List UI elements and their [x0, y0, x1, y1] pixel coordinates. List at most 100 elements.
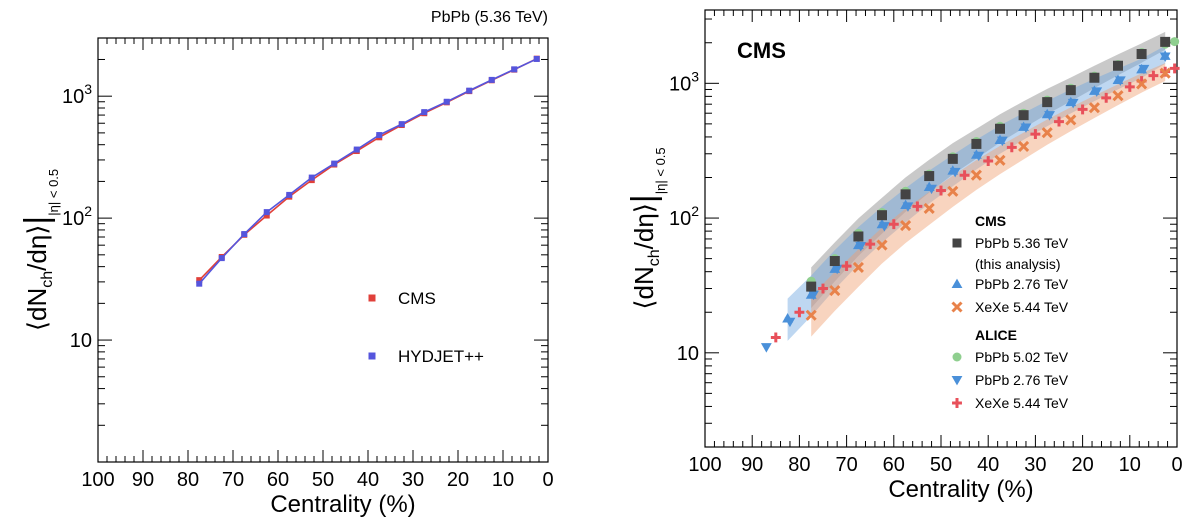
- data-point-hydjet: [533, 55, 540, 62]
- data-point-cms-pbpb-5-36-tev: [806, 281, 817, 292]
- legend-label-alice-pbpb-5-02-tev: PbPb 5.02 TeV: [975, 349, 1069, 365]
- data-point-hydjet: [376, 132, 383, 139]
- data-point-cms-xexe-5-44-tev: [900, 219, 912, 232]
- data-point-alice-xexe-5-44-tev: [1077, 104, 1088, 115]
- data-point-hydjet: [218, 255, 225, 262]
- data-point-hydjet: [443, 98, 450, 105]
- data-point-cms-pbpb-2-76-tev: [1159, 50, 1171, 60]
- data-point-cms-pbpb-5-36-tev: [1042, 97, 1053, 108]
- data-point-cms-pbpb-5-36-tev: [877, 210, 887, 221]
- legend-marker-cms-pbpb-2-76-tev: [951, 278, 963, 289]
- x-tick-label: 70: [222, 469, 244, 491]
- data-point-cms-pbpb-5-36-tev: [995, 123, 1005, 134]
- data-point-alice-xexe-5-44-tev: [888, 219, 899, 230]
- left-plot-frame: [97, 37, 549, 463]
- data-point-cms-xexe-5-44-tev: [1018, 140, 1030, 153]
- legend-marker-alice-pbpb-2-76-tev: [951, 375, 963, 386]
- data-point-cms-xexe-5-44-tev: [1065, 114, 1077, 126]
- legend-group-alice: ALICE: [975, 327, 1017, 343]
- data-point-cms-pbpb-2-76-tev: [805, 289, 817, 299]
- data-point-cms-pbpb-5-36-tev: [1018, 110, 1029, 121]
- x-tick-label: 40: [977, 454, 999, 476]
- legend-label-cms: CMS: [398, 289, 436, 308]
- data-point-cms-xexe-5-44-tev: [1088, 102, 1100, 114]
- data-point-alice-xexe-5-44-tev: [1030, 129, 1041, 140]
- legend-label-cms-pbpb-5-36-tev: PbPb 5.36 TeV: [975, 235, 1069, 251]
- data-point-cms-pbpb-5-36-tev: [853, 231, 864, 242]
- data-point-cms-xexe-5-44-tev: [1159, 67, 1171, 79]
- data-point-alice-pbpb-2-76-tev: [760, 343, 772, 353]
- left-x-axis-title: Centrality (%): [270, 491, 415, 518]
- legend-label-alice-xexe-5-44-tev: XeXe 5.44 TeV: [975, 395, 1069, 411]
- x-tick-label: 20: [1071, 454, 1093, 476]
- y-tick-label: 10: [677, 343, 699, 365]
- data-point-alice-xexe-5-44-tev: [794, 307, 805, 318]
- x-tick-label: 50: [312, 469, 334, 491]
- data-point-cms-pbpb-2-76-tev: [1112, 74, 1124, 84]
- x-tick-label: 10: [492, 469, 514, 491]
- series-line-cms: [198, 57, 538, 281]
- x-tick-label: 40: [357, 469, 379, 491]
- data-point-alice-xexe-5-44-tev: [1006, 142, 1017, 153]
- data-point-cms-xexe-5-44-tev: [994, 154, 1006, 166]
- data-point-cms-pbpb-5-36-tev: [1113, 60, 1123, 71]
- data-point-alice-xexe-5-44-tev: [1169, 63, 1180, 74]
- right-legend: CMS PbPb 5.36 TeV (this analysis) PbPb 2.76…: [951, 213, 1069, 411]
- data-point-cms-pbpb-5-36-tev: [971, 138, 982, 149]
- data-point-alice-xexe-5-44-tev: [1148, 70, 1159, 81]
- data-point-cms-pbpb-2-76-tev: [829, 263, 841, 273]
- x-tick-label: 90: [132, 469, 154, 491]
- data-point-hydjet: [466, 87, 473, 94]
- y-tick-label: 10: [70, 330, 92, 352]
- data-point-cms-pbpb-5-36-tev: [900, 189, 911, 200]
- data-point-cms: [196, 277, 203, 284]
- legend-marker-alice-pbpb-5-02-tev: [952, 352, 962, 362]
- data-point-cms-xexe-5-44-tev: [1136, 78, 1148, 90]
- y-tick-label: 102: [669, 203, 699, 230]
- data-point-alice-xexe-5-44-tev: [1101, 92, 1112, 103]
- data-point-cms-xexe-5-44-tev: [1041, 127, 1053, 139]
- data-point-alice-pbpb-5-02-tev: [1170, 37, 1180, 47]
- data-point-alice-xexe-5-44-tev: [818, 283, 828, 294]
- data-point-cms-pbpb-5-36-tev: [1065, 85, 1076, 96]
- right-uncertainty-bands: [787, 31, 1166, 341]
- legend-label-alice-pbpb-2-76-tev: PbPb 2.76 TeV: [975, 372, 1069, 388]
- x-tick-label: 0: [542, 469, 553, 491]
- x-tick-label: 60: [883, 454, 905, 476]
- data-point-hydjet: [331, 160, 338, 167]
- data-point-alice-xexe-5-44-tev: [1054, 116, 1064, 127]
- x-tick-label: 20: [447, 469, 469, 491]
- data-point-cms-xexe-5-44-tev: [923, 202, 935, 214]
- data-point-cms-xexe-5-44-tev: [852, 261, 864, 274]
- legend-marker-cms-xexe-5-44-tev: [951, 301, 963, 313]
- legend-marker-cms: [368, 294, 376, 302]
- x-tick-label: 100: [688, 454, 721, 476]
- y-axis-title-text: ⟨dNch/dη⟩||η| < 0.5: [625, 147, 668, 309]
- data-point-hydjet: [398, 121, 405, 128]
- left-header-label: PbPb (5.36 TeV): [431, 9, 548, 26]
- data-point-cms-pbpb-2-76-tev: [971, 149, 982, 159]
- data-point-alice-xexe-5-44-tev: [865, 239, 876, 250]
- x-tick-label: 100: [81, 469, 114, 491]
- data-point-cms-pbpb-5-36-tev: [1136, 49, 1147, 60]
- data-point-cms-pbpb-2-76-tev: [853, 239, 864, 250]
- x-tick-label: 0: [1171, 454, 1182, 476]
- x-tick-label: 50: [930, 454, 952, 476]
- data-point-cms-pbpb-2-76-tev: [1065, 96, 1077, 107]
- x-tick-label: 90: [741, 454, 763, 476]
- data-point-alice-xexe-5-44-tev: [983, 156, 994, 166]
- data-point-hydjet: [353, 146, 360, 153]
- data-point-alice-xexe-5-44-tev: [1124, 81, 1135, 92]
- data-point-hydjet: [196, 280, 203, 287]
- uncertainty-band-cms-pbpb-5-36-tev: [811, 31, 1166, 308]
- right-chart-title: CMS: [737, 38, 786, 63]
- data-point-hydjet: [488, 76, 495, 83]
- data-point-cms-pbpb-5-36-tev: [947, 153, 958, 164]
- data-point-cms-xexe-5-44-tev: [970, 169, 982, 181]
- legend-label-cms-xexe-5-44-tev: XeXe 5.44 TeV: [975, 299, 1069, 315]
- x-tick-label: 30: [1024, 454, 1046, 476]
